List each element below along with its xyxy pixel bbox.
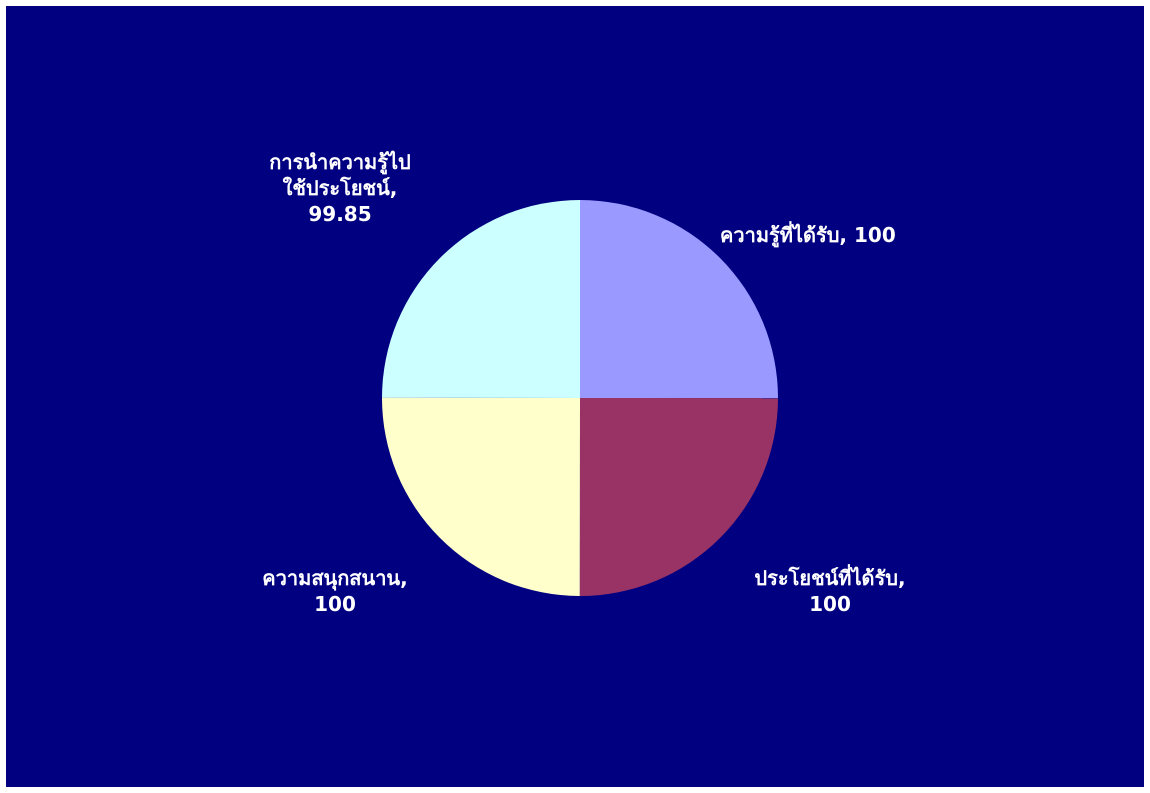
- pie-slice-enjoyment: [382, 397, 580, 596]
- slice-label-knowledge-application: การนำความรู้ไป ใช้ประโยชน์, 99.85: [269, 150, 411, 226]
- slice-label-knowledge-received: ความรู้ที่ได้รับ, 100: [720, 223, 896, 247]
- pie-slice-benefit-received: [579, 398, 778, 596]
- pie-slice-knowledge-received: [580, 200, 778, 399]
- slice-label-benefit-received: ประโยชน์ที่ได้รับ, 100: [754, 566, 906, 616]
- pie-slice-knowledge-application: [382, 200, 580, 398]
- slice-label-enjoyment: ความสนุกสนาน, 100: [262, 566, 408, 616]
